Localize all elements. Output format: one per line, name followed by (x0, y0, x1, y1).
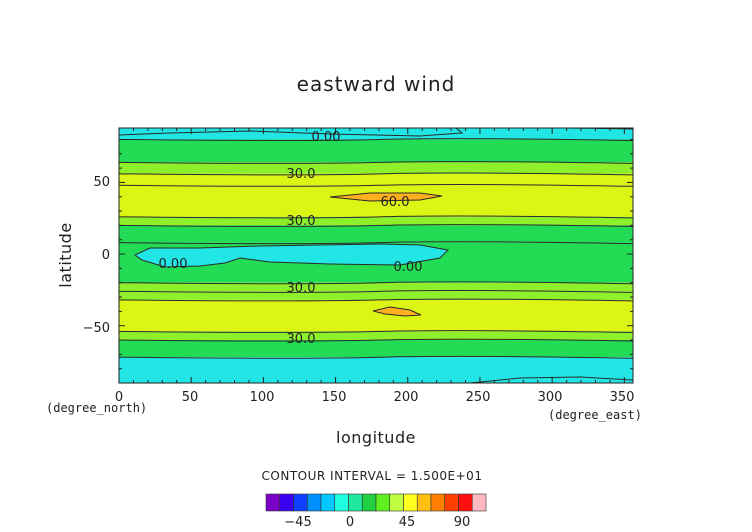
x-tick-label: 0 (115, 390, 123, 405)
colorbar-swatch (334, 493, 349, 512)
contour-line (119, 338, 633, 342)
colorbar-swatch (403, 493, 418, 512)
contour-label: 0.00 (394, 260, 423, 275)
contour-band (119, 225, 633, 243)
plot-area: 0.00 30.0 60.0 30.0 0.00 0.00 30.0 30.0 (119, 128, 633, 383)
colorbar (265, 493, 487, 512)
contour-band (119, 216, 633, 226)
contour-label: 60.0 (381, 195, 410, 210)
contour-line (119, 290, 633, 293)
contour-band (119, 299, 633, 332)
colorbar-swatch (389, 493, 404, 512)
contour-band (119, 331, 633, 341)
jet-core-south (372, 306, 422, 317)
colorbar-swatch (320, 493, 336, 512)
colorbar-swatch (348, 493, 363, 512)
plot-frame (118, 127, 634, 384)
polar-cyan-south (469, 376, 633, 383)
contour-band (119, 291, 633, 300)
x-axis-label: longitude (336, 428, 416, 447)
colorbar-swatch (279, 493, 294, 512)
colorbar-swatch (430, 493, 446, 512)
y-tick-label: 50 (93, 175, 110, 190)
contour-interval-note: CONTOUR INTERVAL = 1.500E+01 (262, 469, 483, 483)
colorbar-tick-label: 45 (399, 515, 416, 530)
contour-band (119, 139, 633, 163)
contour-line (119, 138, 633, 141)
colorbar-swatch (306, 493, 322, 512)
x-tick-label: 50 (182, 390, 199, 405)
contour-label: 30.0 (287, 332, 316, 347)
chart-title: eastward wind (297, 72, 456, 96)
colorbar-swatch (375, 493, 391, 512)
jet-core-north (329, 192, 443, 202)
contour-line (119, 224, 633, 227)
colorbar-swatch (293, 493, 308, 512)
contour-band (119, 282, 633, 292)
contour-label: 30.0 (287, 167, 316, 182)
contour-band (119, 173, 633, 186)
colorbar-swatch (458, 493, 473, 512)
colorbar-swatch (265, 493, 281, 512)
x-tick-label: 250 (466, 390, 491, 405)
y-tick-label: 0 (102, 248, 110, 263)
x-tick-label: 200 (394, 390, 419, 405)
contour-label: 30.0 (287, 281, 316, 296)
colorbar-swatch (361, 493, 377, 512)
colorbar-swatch (471, 493, 487, 512)
contour-line (119, 241, 633, 245)
x-tick-label: 100 (250, 390, 275, 405)
contour-line (119, 161, 633, 164)
colorbar-swatch (444, 493, 459, 512)
contour-band (119, 340, 633, 358)
colorbar-tick-label: 90 (454, 515, 471, 530)
y-tick-label: −50 (83, 321, 110, 336)
contour-label: 0.00 (312, 130, 341, 145)
x-tick-label: 350 (610, 390, 635, 405)
contour-band (119, 162, 633, 174)
contour-line (119, 298, 633, 302)
contour-line (119, 281, 633, 285)
y-unit-label: (degree_north) (46, 401, 147, 415)
contour-line (119, 172, 633, 176)
contour-label: 0.00 (159, 257, 188, 272)
contour-line (119, 215, 633, 219)
colorbar-swatch (416, 493, 432, 512)
x-tick-label: 300 (538, 390, 563, 405)
contour-line (119, 330, 633, 333)
equatorial-cyan-region (134, 243, 450, 268)
contour-label: 30.0 (287, 214, 316, 229)
x-unit-label: (degree_east) (548, 408, 642, 422)
x-tick-label: 150 (322, 390, 347, 405)
polar-cyan-region (119, 128, 464, 137)
y-axis-label: latitude (56, 222, 75, 287)
colorbar-tick-label: 0 (346, 515, 354, 530)
colorbar-tick-label: −45 (284, 515, 311, 530)
contour-line (119, 355, 633, 359)
contour-line (119, 184, 633, 187)
